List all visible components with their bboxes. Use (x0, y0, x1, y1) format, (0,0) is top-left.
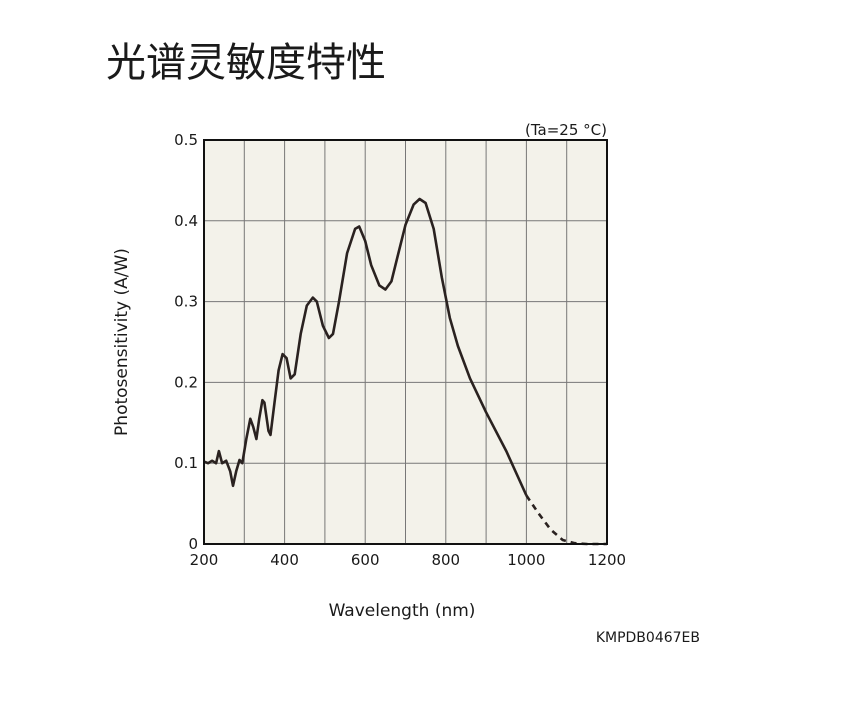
y-tick-label: 0.2 (174, 373, 198, 391)
y-tick-label: 0.3 (174, 293, 198, 311)
chart-title: 光谱灵敏度特性 (106, 40, 386, 86)
x-tick-label: 1000 (507, 551, 545, 569)
x-tick-label: 400 (270, 551, 299, 569)
x-tick-label: 800 (431, 551, 460, 569)
y-tick-label: 0.5 (174, 131, 198, 149)
code-label: KMPDB0467EB (596, 630, 700, 646)
x-tick-label: 600 (351, 551, 380, 569)
annotation: (Ta=25 °C) (525, 121, 607, 139)
x-axis-label: Wavelength (nm) (329, 601, 476, 621)
y-tick-label: 0.1 (174, 454, 198, 472)
plot-frame (203, 139, 608, 545)
x-tick-label: 200 (190, 551, 219, 569)
y-tick-label: 0.4 (174, 212, 198, 230)
x-tick-label: 1200 (588, 551, 626, 569)
y-tick-label: 0 (188, 535, 198, 553)
line-series (203, 197, 528, 497)
y-axis-label: Photosensitivity (A/W) (112, 248, 132, 436)
